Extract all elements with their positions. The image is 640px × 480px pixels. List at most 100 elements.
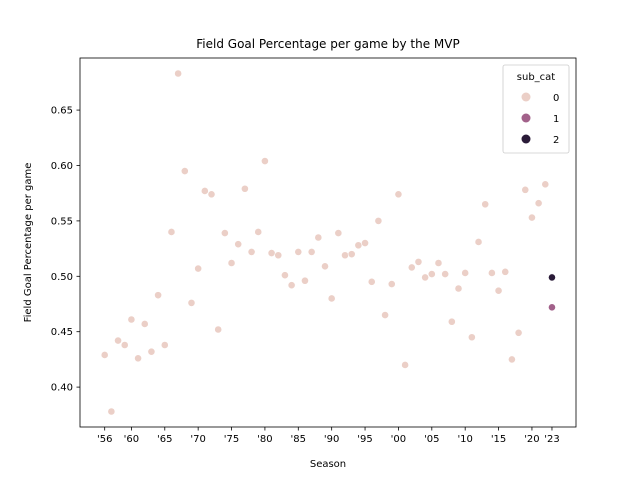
x-tick-label: '60: [124, 434, 139, 445]
data-point: [168, 228, 175, 235]
data-point: [335, 229, 342, 236]
data-point: [121, 341, 128, 348]
x-tick-label: '65: [157, 434, 172, 445]
chart-title: Field Goal Percentage per game by the MV…: [196, 37, 459, 51]
data-point: [155, 292, 162, 299]
data-point: [134, 355, 141, 362]
data-point: [241, 185, 248, 192]
data-point: [355, 242, 362, 249]
y-tick-label: 0.40: [51, 383, 73, 394]
x-tick-label: '75: [224, 434, 239, 445]
data-point: [502, 268, 509, 275]
data-point: [341, 252, 348, 259]
x-tick-label: '80: [257, 434, 272, 445]
data-point: [255, 228, 262, 235]
data-point: [301, 277, 308, 284]
legend-marker: [522, 114, 531, 123]
data-point: [141, 320, 148, 327]
data-point: [328, 295, 335, 302]
data-point: [528, 214, 535, 221]
y-tick-label: 0.50: [51, 272, 73, 283]
x-tick-label: '15: [491, 434, 506, 445]
data-point: [235, 241, 242, 248]
data-point: [261, 157, 268, 164]
data-point: [101, 351, 108, 358]
data-point: [548, 304, 555, 311]
data-point: [361, 239, 368, 246]
legend-label: 0: [553, 93, 559, 104]
data-point: [448, 318, 455, 325]
data-point: [348, 251, 355, 258]
data-point: [215, 326, 222, 333]
data-point: [368, 278, 375, 285]
data-point: [488, 269, 495, 276]
data-point: [381, 311, 388, 318]
y-axis-label: Field Goal Percentage per game: [23, 163, 34, 323]
data-point: [462, 269, 469, 276]
x-tick-label: '05: [424, 434, 439, 445]
data-point: [228, 259, 235, 266]
x-axis: '56 '60 '65 '70 '75 '80 '85 '90 '95 '00 '05 '10 '15 '…: [97, 427, 560, 445]
data-point: [195, 265, 202, 272]
data-point: [415, 258, 422, 265]
data-point: [321, 263, 328, 270]
data-point: [108, 408, 115, 415]
data-point: [475, 238, 482, 245]
points-layer: [101, 70, 555, 415]
data-point: [128, 316, 135, 323]
x-tick-label: '00: [391, 434, 406, 445]
data-point: [515, 329, 522, 336]
data-point: [181, 167, 188, 174]
data-point: [148, 348, 155, 355]
data-point: [161, 341, 168, 348]
data-point: [482, 201, 489, 208]
x-tick-label: '23: [544, 434, 559, 445]
legend-marker: [522, 135, 531, 144]
data-point: [375, 217, 382, 224]
data-point: [281, 272, 288, 279]
x-tick-label: '90: [324, 434, 339, 445]
data-point: [308, 248, 315, 255]
y-axis: 0.40 0.45 0.50 0.55 0.60 0.65: [51, 106, 80, 394]
data-point: [295, 248, 302, 255]
data-point: [422, 274, 429, 281]
x-tick-label: '70: [190, 434, 205, 445]
data-point: [395, 191, 402, 198]
legend-label: 2: [553, 135, 559, 146]
data-point: [508, 356, 515, 363]
data-point: [442, 270, 449, 277]
y-tick-label: 0.60: [51, 161, 73, 172]
y-tick-label: 0.55: [51, 216, 73, 227]
y-tick-label: 0.45: [51, 327, 73, 338]
legend: sub_cat 0 1 2: [503, 65, 569, 153]
data-point: [408, 264, 415, 271]
data-point: [315, 234, 322, 241]
legend-label: 1: [553, 114, 559, 125]
x-tick-label: '20: [524, 434, 539, 445]
y-tick-label: 0.65: [51, 106, 73, 117]
data-point: [402, 361, 409, 368]
data-point: [388, 280, 395, 287]
data-point: [495, 287, 502, 294]
data-point: [548, 274, 555, 281]
data-point: [522, 186, 529, 193]
plot-frame: [80, 58, 576, 427]
data-point: [535, 200, 542, 207]
data-point: [201, 187, 208, 194]
data-point: [435, 259, 442, 266]
data-point: [221, 229, 228, 236]
x-axis-label: Season: [310, 459, 346, 470]
x-tick-label: '85: [291, 434, 306, 445]
data-point: [208, 191, 215, 198]
x-tick-label: '56: [97, 434, 112, 445]
data-point: [288, 282, 295, 289]
data-point: [248, 248, 255, 255]
data-point: [175, 70, 182, 77]
data-point: [542, 181, 549, 188]
data-point: [468, 334, 475, 341]
data-point: [268, 249, 275, 256]
data-point: [275, 252, 282, 259]
x-tick-label: '95: [357, 434, 372, 445]
legend-title: sub_cat: [517, 72, 556, 83]
legend-marker: [522, 93, 531, 102]
